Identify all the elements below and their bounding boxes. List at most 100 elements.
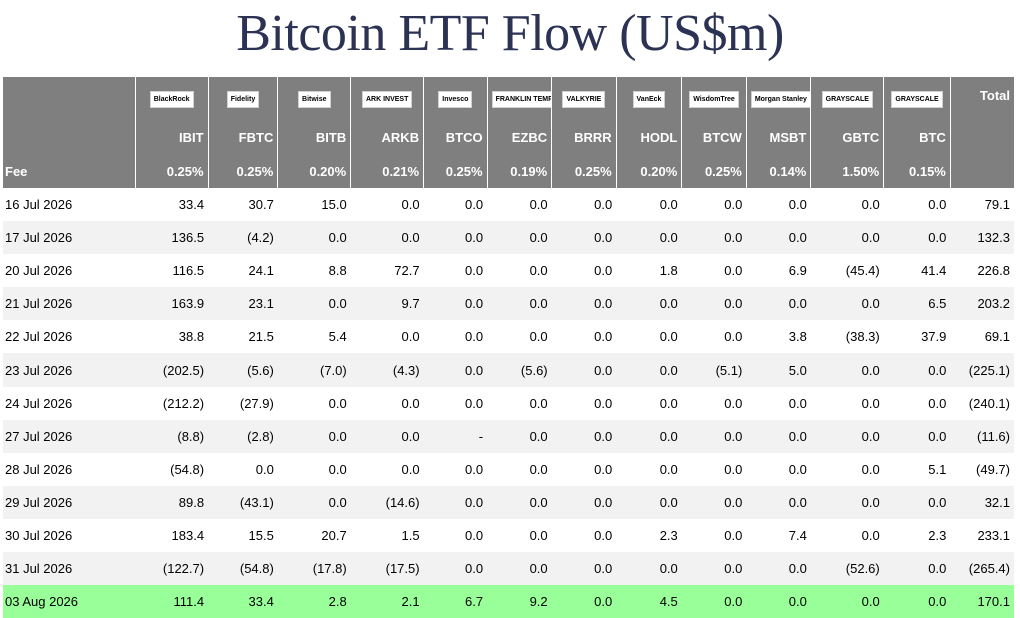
flow-cell: 0.0	[681, 485, 747, 519]
ticker-header: ARKB	[350, 121, 425, 154]
flow-cell: 0.0	[487, 287, 552, 321]
flow-cell: 0.0	[594, 395, 613, 411]
issuer-logo-cell: FRANKLIN TEMPLETON	[487, 77, 553, 121]
flow-cell: (54.8)	[170, 461, 205, 477]
flow-cell: (212.2)	[162, 395, 205, 411]
row-date: 30 Jul 2026	[5, 527, 73, 543]
flow-cell: (8.8)	[135, 419, 209, 453]
flow-cell: 0.0	[529, 395, 548, 411]
flow-cell: 89.8	[135, 485, 209, 519]
flow-cell: 0.0	[594, 329, 613, 345]
flow-cell: 0.0	[487, 419, 552, 453]
flow-cell: 136.5	[135, 221, 209, 255]
issuer-logo-cell: BlackRock	[135, 77, 209, 121]
flow-cell: 0.0	[529, 527, 548, 543]
flow-cell: 3.8	[788, 329, 807, 345]
flow-cell: 0.0	[529, 329, 548, 345]
row-total: (49.7)	[976, 461, 1010, 477]
flow-cell: 0.0	[277, 221, 351, 255]
flow-cell: 4.5	[616, 585, 682, 618]
flow-cell: (54.8)	[208, 552, 278, 586]
flow-cell: 0.0	[724, 263, 743, 279]
table-row: 27 Jul 2026 (8.8) (2.8) 0.0 0.0-0.0 0.0 0.0 0.0…	[3, 419, 1014, 453]
flow-cell: 0.0	[328, 461, 347, 477]
flow-cell: 15.5	[248, 527, 274, 543]
flow-cell: 0.0	[423, 353, 488, 387]
flow-cell: 0.0	[350, 221, 424, 255]
flow-cell: (5.6)	[208, 353, 278, 387]
issuer-logo-cell: Invesco	[423, 77, 488, 121]
fee-total-spacer	[950, 154, 1014, 188]
issuer-logo: Bitwise	[298, 90, 331, 108]
flow-cell: (17.5)	[350, 552, 424, 586]
flow-cell: 0.0	[616, 353, 682, 387]
flow-cell: 0.0	[616, 287, 682, 321]
row-date: 20 Jul 2026	[5, 263, 73, 279]
flow-cell: 9.2	[487, 585, 552, 618]
flow-cell: 0.0	[277, 287, 351, 321]
fee-value: 0.20%	[277, 154, 352, 188]
table-row: 17 Jul 2026 136.5 (4.2) 0.0 0.0 0.0 0.0 0.0 0.0 0…	[3, 221, 1014, 255]
flow-cell: 0.0	[724, 461, 743, 477]
table-row: 31 Jul 2026 (122.7) (54.8) (17.8) (17.5) 0.0 0…	[3, 552, 1014, 586]
flow-cell: 0.0	[277, 419, 351, 453]
flow-cell: (27.9)	[239, 395, 274, 411]
flow-cell: 0.0	[551, 485, 617, 519]
issuer-logo: WisdomTree	[689, 90, 739, 108]
row-date: 27 Jul 2026	[3, 419, 136, 453]
flow-cell: 1.5	[401, 527, 420, 543]
row-total: (240.1)	[968, 395, 1010, 411]
flow-cell: 0.0	[465, 395, 484, 411]
flow-cell: 0.0	[681, 287, 747, 321]
flow-cell: 5.0	[746, 353, 811, 387]
row-total: 32.1	[950, 485, 1014, 519]
header-logo-row: BlackRock Fidelity Bitwise ARK INVEST Invesc…	[3, 77, 1014, 121]
flow-cell: 30.7	[248, 197, 274, 213]
ticker-header: IBIT	[135, 121, 209, 154]
issuer-logo-cell: VanEck	[616, 77, 683, 121]
flow-cell: 0.0	[594, 461, 613, 477]
flow-cell: 9.7	[350, 287, 424, 321]
header-corner	[3, 77, 136, 121]
row-date: 17 Jul 2026	[3, 221, 136, 255]
flow-cell: 0.0	[659, 197, 678, 213]
row-total: (225.1)	[950, 353, 1014, 387]
flow-cell: (52.6)	[810, 552, 884, 586]
flow-cell: 0.0	[255, 461, 274, 477]
flow-cell: 5.4	[328, 329, 347, 345]
flow-cell: 111.4	[135, 585, 209, 618]
ticker-header: BTCO	[423, 121, 488, 154]
flow-cell: 0.0	[746, 419, 811, 453]
flow-cell: 0.0	[883, 585, 951, 618]
ticker-header: HODL	[616, 121, 683, 154]
flow-cell: 2.3	[928, 527, 947, 543]
issuer-logo-cell: Fidelity	[208, 77, 279, 121]
flow-cell: 0.0	[810, 221, 884, 255]
flow-cell: 0.0	[401, 395, 420, 411]
etf-flow-table: BlackRock Fidelity Bitwise ARK INVEST Invesc…	[3, 77, 1014, 618]
table-row: 16 Jul 2026 33.4 30.7 15.0 0.0 0.0 0.0 0.0 0.0 0.…	[3, 188, 1014, 221]
ticker-header: BTC	[883, 121, 951, 154]
flow-cell: 0.0	[810, 353, 884, 387]
flow-cell: (43.1)	[208, 485, 278, 519]
flow-cell: 0.0	[746, 221, 811, 255]
flow-cell: 0.0	[277, 485, 351, 519]
row-total: 69.1	[984, 329, 1010, 345]
flow-cell: 0.0	[423, 552, 488, 586]
total-header-spacer	[950, 121, 1014, 154]
issuer-logo: GRAYSCALE	[891, 90, 943, 108]
flow-cell: 0.0	[401, 461, 420, 477]
ticker-header: EZBC	[487, 121, 553, 154]
flow-cell: 0.0	[746, 485, 811, 519]
header-ticker-row: IBIT FBTC BITB ARKB BTCO EZBC BRRR HODL BTCW MSBT…	[3, 121, 1014, 154]
ticker-header: BRRR	[551, 121, 617, 154]
flow-cell: (5.1)	[681, 353, 747, 387]
ticker-header: BITB	[277, 121, 352, 154]
flow-cell: 1.8	[659, 263, 678, 279]
flow-cell: 21.5	[248, 329, 274, 345]
issuer-logo: VanEck	[632, 90, 666, 108]
flow-cell: 0.0	[401, 197, 420, 213]
flow-cell: (38.3)	[845, 329, 880, 345]
flow-cell: 0.0	[487, 552, 552, 586]
flow-cell: 0.0	[724, 395, 743, 411]
